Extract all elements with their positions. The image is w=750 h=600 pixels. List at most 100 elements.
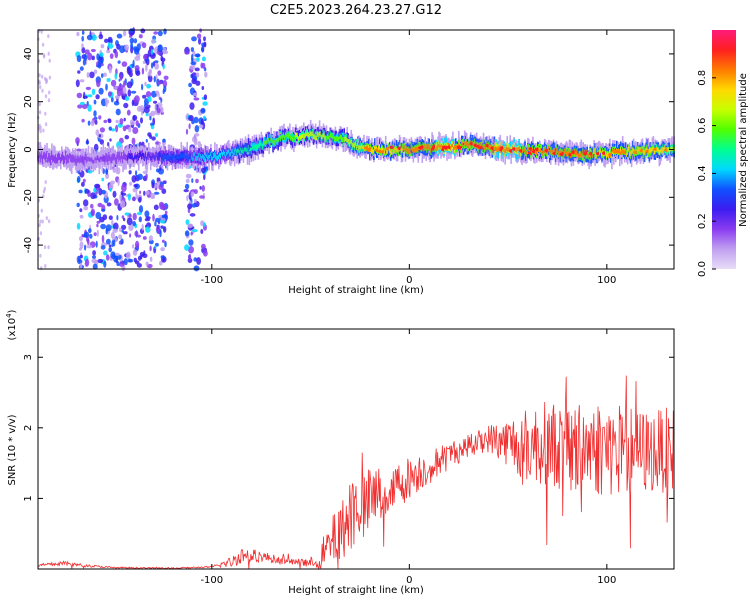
ridge-cell [625,153,628,157]
noise-speckle [47,34,50,39]
ridge-cell [180,142,183,161]
noise-speckle [92,263,98,270]
noise-speckle [121,184,127,192]
ridge-cell [283,133,285,139]
noise-speckle [143,190,146,196]
noise-speckle [137,173,143,180]
ridge-cell [649,147,652,153]
ridge-cell [455,145,457,152]
ridge-cell [325,136,328,140]
noise-speckle [107,118,112,124]
ridge-cell [46,153,48,157]
colorbar-tick-label: 0.6 [697,118,708,134]
ridge-cell [151,155,154,159]
ridge-cell [553,148,556,153]
ridge-cell [137,154,139,158]
ridge-cell [217,155,219,161]
noise-speckle [127,67,132,75]
ridge-cell [99,156,102,162]
heatmap-panel: -100 0 100 -40 -20 0 20 40 Height of straight l… [7,27,675,296]
ridge-cell [62,151,64,161]
ridge-cell [249,147,252,151]
ridge-cell [252,145,255,149]
noise-speckle [109,138,112,142]
ridge-cell [263,140,266,146]
noise-speckle [119,194,122,201]
ridge-cell [583,153,585,159]
ridge-cell [328,136,331,140]
noise-speckle [150,122,153,126]
noise-speckle [158,184,164,191]
noise-speckle [196,57,200,62]
ridge-cell [241,147,244,153]
noise-speckle [153,191,160,195]
ridge-cell [144,155,146,162]
ridge-cell [488,145,491,149]
ridge-cell [162,154,165,159]
ridge-cell [278,137,280,142]
ridge-cell [85,156,88,161]
ridge-cell [58,153,60,159]
ridge-cell [117,155,119,164]
noise-speckle [86,72,90,78]
ridge-cell [454,145,456,150]
noise-speckle [157,81,162,85]
ridge-cell [499,144,502,150]
noise-speckle [189,213,196,217]
noise-speckle [160,247,165,252]
noise-speckle [155,90,160,95]
noise-speckle [153,31,159,35]
ridge-cell [383,149,386,154]
noise-speckle [76,176,81,183]
ridge-cell [267,138,269,142]
heatmap-ytick-label: 20 [23,95,34,108]
noise-speckle [98,115,102,120]
noise-speckle [203,222,206,227]
noise-speckle [203,36,206,42]
noise-speckle [39,129,42,134]
noise-speckle [155,217,160,223]
noise-speckle [38,73,41,78]
ridge-cell [211,156,213,161]
ridge-cell [208,155,210,160]
noise-speckle [160,255,165,259]
ridge-cell [90,157,93,162]
noise-speckle [84,188,90,194]
ridge-cell [317,133,320,138]
noise-speckle [91,34,97,41]
snr-ylabel: SNR (10 * v/v) [7,414,18,485]
ridge-cell [271,137,273,141]
ridge-cell [659,150,662,155]
noise-speckle [98,34,104,40]
ridge-cell [210,152,212,157]
ridge-cell [322,133,325,137]
noise-speckle [108,65,112,74]
noise-speckle [132,221,137,227]
noise-speckle [193,97,200,101]
ridge-cell [185,157,187,162]
heatmap-ytick-label: 40 [23,48,34,61]
ridge-cell [206,154,208,158]
ridge-cell [107,156,109,161]
ridge-cell [424,144,426,149]
ridge-cell [549,150,552,154]
noise-speckle [129,181,133,186]
noise-speckle [154,133,159,137]
ridge-cell [181,154,184,159]
ridge-cell [582,150,584,154]
ridge-cell [68,154,71,159]
noise-speckle [115,108,121,116]
noise-speckle [153,75,156,83]
ridge-cell [93,159,96,163]
ridge-cell [297,135,299,139]
noise-speckle [77,70,81,74]
ridge-cell [94,154,97,171]
ridge-cell [203,155,205,160]
snr-line [37,375,675,571]
heatmap-xtick-label: -100 [200,275,223,286]
ridge-cell [594,148,596,154]
ridge-cell [381,146,383,152]
ridge-cell [654,150,657,155]
noise-speckle [86,52,93,61]
